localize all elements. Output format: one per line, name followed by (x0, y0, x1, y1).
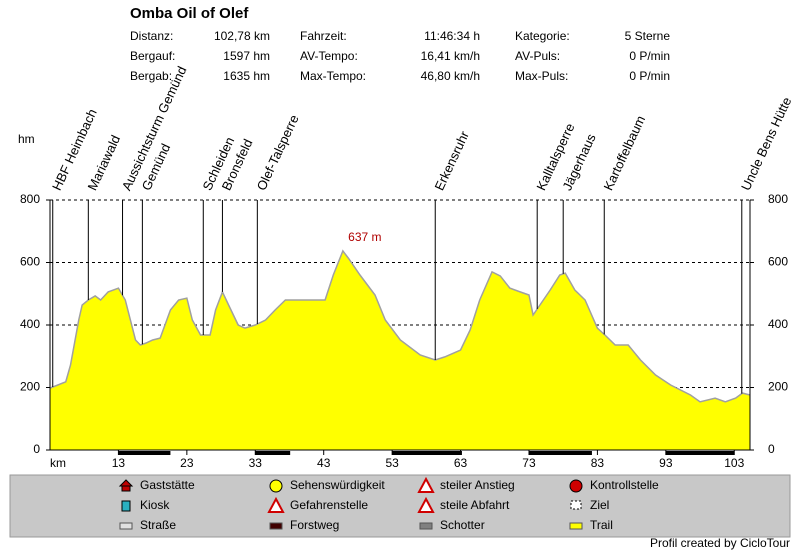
legend-label: Kiosk (140, 498, 170, 512)
legend-item: Straße (119, 518, 176, 532)
legend-item: Gaststätte (118, 478, 195, 492)
stat-value: 46,80 km/h (421, 69, 480, 83)
surface-segment (392, 451, 462, 455)
waypoint-label: Uncle Bens Hütte (738, 95, 794, 193)
stat-label: AV-Tempo: (300, 49, 358, 63)
peak-label: 637 m (348, 230, 381, 244)
surface-segment (118, 451, 171, 455)
legend-icon (121, 500, 131, 512)
legend-icon (269, 479, 283, 493)
y-axis-label: hm (18, 132, 35, 146)
legend-label: Gefahrenstelle (290, 498, 368, 512)
stat-value: 0 P/min (629, 49, 670, 63)
x-tick-label: 93 (659, 456, 673, 470)
x-tick-label: 63 (454, 456, 468, 470)
chart-title: Omba Oil of Olef (130, 5, 249, 22)
legend-item: steile Abfahrt (417, 496, 510, 513)
stat-value: 0 P/min (629, 69, 670, 83)
x-tick-label: 53 (385, 456, 399, 470)
x-tick-label: 83 (591, 456, 605, 470)
y2-tick-label: 200 (768, 380, 788, 394)
profile-line (49, 249, 751, 403)
y-tick-label: 800 (20, 192, 40, 206)
stat-label: Max-Puls: (515, 69, 568, 83)
surface-segment (665, 451, 735, 455)
legend-item: Forstweg (269, 518, 339, 532)
legend-label: Forstweg (290, 518, 339, 532)
legend-icon (417, 476, 435, 493)
legend-item: Kontrollstelle (569, 478, 659, 493)
waypoint-label: Erkensruhr (431, 128, 472, 193)
legend-swatch (269, 522, 283, 530)
y-tick-label: 400 (20, 317, 40, 331)
legend-item: Schotter (419, 518, 485, 532)
legend-label: Sehenswürdigkeit (290, 478, 385, 492)
legend-box (9, 474, 791, 538)
waypoint-label: Mariawald (85, 133, 124, 193)
stat-label: Kategorie: (515, 29, 570, 43)
x-tick-label: 33 (249, 456, 263, 470)
credit: Profil created by CicloTour (650, 536, 790, 550)
surface-segment (528, 451, 592, 455)
y-tick-label: 200 (20, 380, 40, 394)
x-tick-label: 23 (180, 456, 194, 470)
legend-label: Straße (140, 518, 176, 532)
legend-label: Gaststätte (140, 478, 195, 492)
legend-label: Kontrollstelle (590, 478, 659, 492)
x-tick-label: 43 (317, 456, 331, 470)
stat-value: 1635 hm (223, 69, 270, 83)
x-tick-label: 13 (112, 456, 126, 470)
y2-tick-label: 800 (768, 192, 788, 206)
legend-item: Gefahrenstelle (267, 496, 368, 513)
y-tick-label: 600 (20, 255, 40, 269)
waypoint-label: Kartoffelbaum (600, 113, 648, 192)
x-tick-label: 73 (522, 456, 536, 470)
legend-swatch (119, 522, 133, 530)
y2-tick-label: 600 (768, 255, 788, 269)
legend-item: steiler Anstieg (417, 476, 515, 493)
legend-swatch (419, 522, 433, 530)
stat-value: 11:46:34 h (424, 29, 480, 43)
legend-icon (267, 496, 285, 513)
stat-label: Max-Tempo: (300, 69, 366, 83)
y2-tick-label: 400 (768, 317, 788, 331)
legend-label: Trail (590, 518, 613, 532)
x-axis-label: km (50, 456, 66, 470)
y2-tick-label: 0 (768, 442, 775, 456)
legend-label: steile Abfahrt (440, 498, 510, 512)
legend-item: Trail (569, 518, 613, 532)
y-tick-label: 0 (33, 442, 40, 456)
stat-label: Bergauf: (130, 49, 175, 63)
stat-label: Fahrzeit: (300, 29, 347, 43)
stat-value: 1597 hm (223, 49, 270, 63)
legend-icon (118, 479, 134, 492)
stat-label: AV-Puls: (515, 49, 560, 63)
legend-label: steiler Anstieg (440, 478, 515, 492)
legend-icon (569, 479, 583, 493)
legend-icon (417, 496, 435, 513)
legend-swatch (569, 522, 583, 530)
legend-icon (570, 500, 582, 510)
stat-label: Distanz: (130, 29, 173, 43)
legend-item: Sehenswürdigkeit (269, 478, 385, 493)
surface-segment (255, 451, 291, 455)
stat-value: 16,41 km/h (421, 49, 480, 63)
stat-value: 5 Sterne (625, 29, 671, 43)
legend-label: Ziel (590, 498, 609, 512)
x-tick-label: 103 (724, 456, 744, 470)
legend-item: Kiosk (121, 498, 170, 512)
stat-label: Bergab: (130, 69, 172, 83)
area (50, 250, 750, 450)
legend-label: Schotter (440, 518, 485, 532)
waypoint-label: Olef-Talsperre (254, 112, 302, 192)
legend-item: Ziel (570, 498, 609, 512)
stat-value: 102,78 km (214, 29, 270, 43)
